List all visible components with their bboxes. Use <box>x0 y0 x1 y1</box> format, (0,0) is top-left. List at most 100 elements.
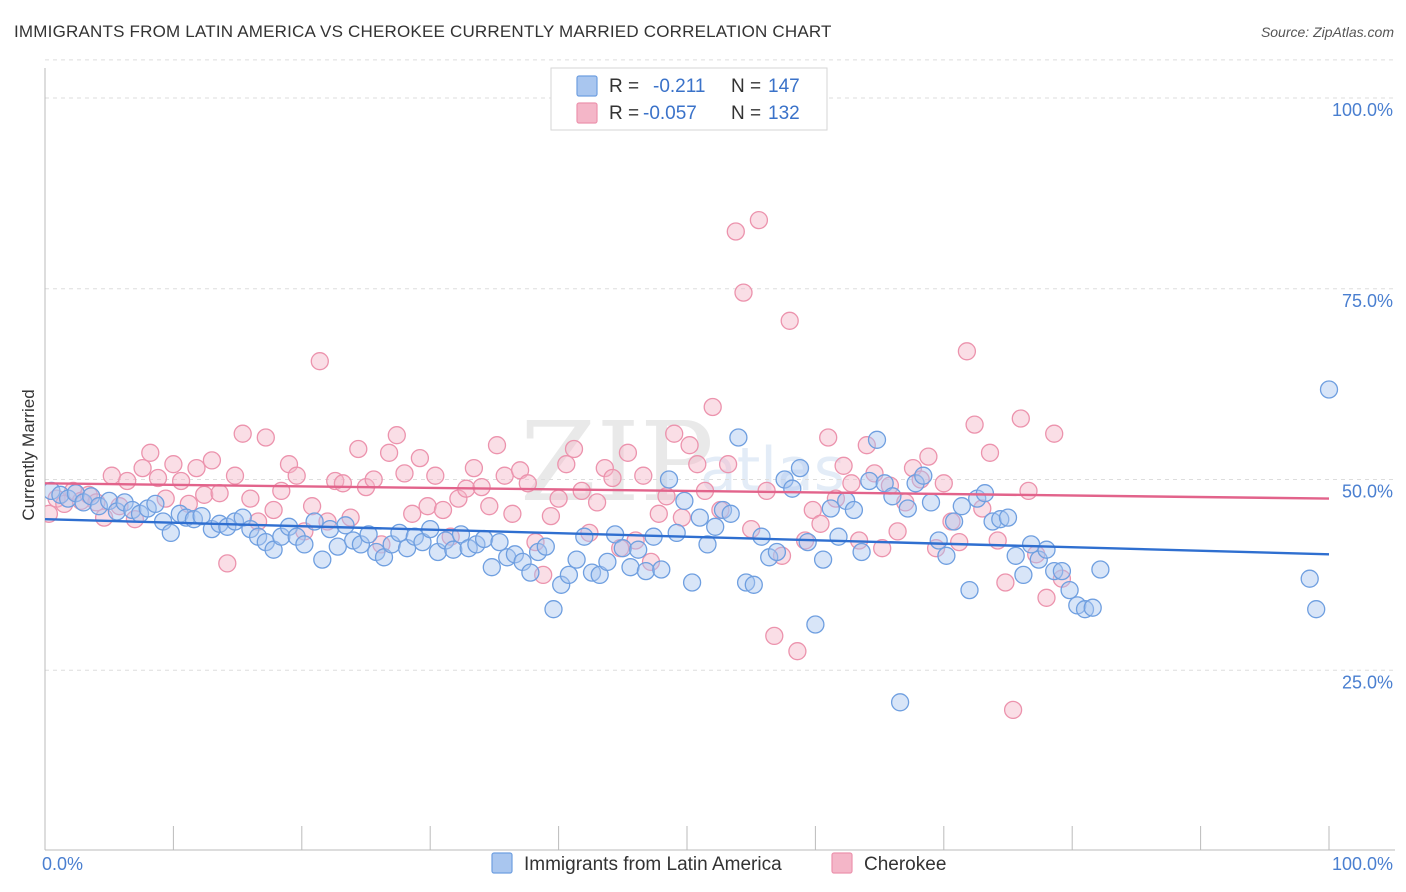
point-immigrants <box>629 540 648 559</box>
axes <box>44 68 1395 851</box>
point-cherokee <box>564 439 584 459</box>
point-cherokee <box>996 573 1015 592</box>
point-cherokee <box>118 471 137 491</box>
point-immigrants <box>1083 598 1102 617</box>
point-immigrants <box>675 491 694 511</box>
point-immigrants <box>1045 561 1064 581</box>
point-immigrants <box>921 493 941 512</box>
point-cherokee <box>919 447 938 466</box>
legend-r-value-1: -0.211 <box>653 76 705 97</box>
point-cherokee <box>649 504 668 523</box>
point-immigrants <box>1060 580 1079 600</box>
point-cherokee <box>1011 409 1030 428</box>
point-immigrants <box>295 535 314 554</box>
point-immigrants <box>1014 565 1033 585</box>
point-cherokee <box>603 468 622 488</box>
point-immigrants <box>1037 540 1056 559</box>
point-cherokee <box>965 415 984 434</box>
point-cherokee <box>1045 424 1064 443</box>
point-immigrants <box>505 545 525 564</box>
grid-lines <box>45 59 1395 671</box>
point-cherokee <box>187 458 206 478</box>
point-cherokee <box>765 626 784 646</box>
point-immigrants <box>115 493 134 512</box>
point-immigrants <box>490 532 509 552</box>
point-immigrants <box>783 479 802 498</box>
point-immigrants <box>1307 600 1326 619</box>
point-cherokee <box>688 455 707 474</box>
legend-n-label-1: N = <box>731 76 761 97</box>
legend-swatch-blue <box>576 75 598 97</box>
point-cherokee <box>464 458 484 478</box>
point-cherokee <box>842 474 861 493</box>
y-tick-labels: 25.0% 50.0% 75.0% 100.0% <box>1332 100 1393 692</box>
point-immigrants <box>320 519 340 539</box>
bottom-legend-cherokee: Cherokee <box>864 854 946 875</box>
point-cherokee <box>749 210 769 230</box>
point-cherokee <box>726 222 745 241</box>
point-immigrants <box>272 527 291 546</box>
point-cherokee <box>734 283 753 302</box>
point-immigrants <box>659 470 679 489</box>
point-immigrants <box>1319 380 1339 399</box>
point-cherokee <box>703 397 722 417</box>
point-immigrants <box>621 558 640 577</box>
point-immigrants <box>351 535 371 554</box>
chart-title: IMMIGRANTS FROM LATIN AMERICA VS CHEROKE… <box>14 22 832 41</box>
point-immigrants <box>682 573 702 592</box>
point-cherokee <box>225 466 245 485</box>
point-immigrants <box>390 523 409 543</box>
point-cherokee <box>202 451 222 470</box>
point-immigrants <box>929 531 948 550</box>
point-immigrants <box>1021 535 1041 554</box>
point-cherokee <box>718 455 738 474</box>
point-cherokee <box>549 489 568 508</box>
point-cherokee <box>410 448 430 468</box>
legend-n-value-2: 132 <box>768 103 800 124</box>
point-cherokee <box>1037 588 1056 607</box>
point-cherokee <box>888 522 907 541</box>
legend-r-value-2: -0.057 <box>643 103 697 124</box>
point-cherokee <box>302 497 322 516</box>
point-immigrants <box>806 615 825 634</box>
point-cherokee <box>957 342 977 361</box>
point-cherokee <box>780 311 799 330</box>
point-immigrants <box>521 563 540 582</box>
point-cherokee <box>218 554 237 573</box>
point-cherokee <box>834 456 853 475</box>
point-immigrants <box>690 508 709 527</box>
x-tick-labels: 0.0% 100.0% <box>42 854 1393 874</box>
point-cherokee <box>618 443 638 462</box>
point-cherokee <box>433 500 453 520</box>
legend-r-label-1: R = <box>609 76 639 97</box>
point-cherokee <box>557 455 576 474</box>
point-immigrants <box>359 525 378 544</box>
point-cherokee <box>665 424 684 443</box>
y-axis-label: Currently Married <box>19 389 38 520</box>
point-cherokee <box>233 424 252 443</box>
point-immigrants <box>552 575 571 594</box>
point-cherokee <box>873 539 892 558</box>
point-cherokee <box>156 489 175 508</box>
point-cherokee <box>171 471 191 491</box>
point-cherokee <box>634 466 653 485</box>
legend-swatch-pink <box>576 102 598 124</box>
point-cherokee <box>950 532 969 552</box>
point-immigrants <box>775 470 794 489</box>
point-cherokee <box>672 508 692 527</box>
point-immigrants <box>559 565 579 585</box>
point-cherokee <box>819 428 838 447</box>
point-cherokee <box>379 443 399 462</box>
point-cherokee <box>426 466 445 485</box>
point-cherokee <box>387 426 406 445</box>
point-immigrants <box>706 517 725 536</box>
trend-line-immigrants <box>44 517 1330 556</box>
point-cherokee <box>934 474 953 493</box>
point-immigrants <box>790 458 810 478</box>
point-cherokee <box>641 552 661 572</box>
point-cherokee <box>349 439 368 459</box>
source-label: Source: ZipAtlas.com <box>1260 24 1394 40</box>
point-immigrants <box>998 508 1018 527</box>
point-immigrants <box>721 504 740 523</box>
point-cherokee <box>210 484 229 503</box>
